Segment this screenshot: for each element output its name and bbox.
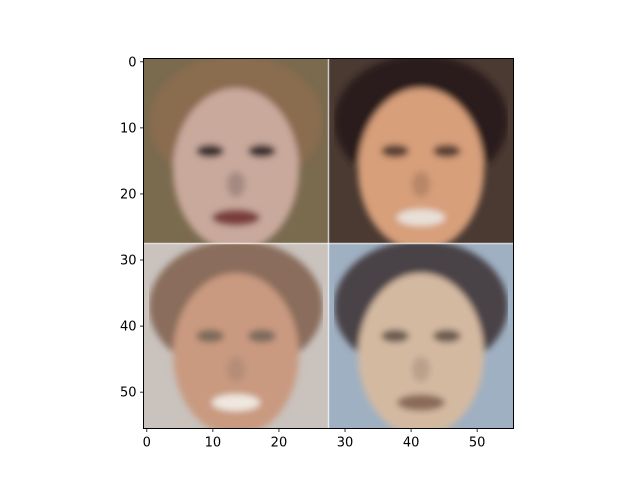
right-eye (433, 144, 461, 158)
y-tick-label: 0 (128, 55, 136, 70)
mouth (211, 394, 261, 411)
face-region (334, 243, 508, 429)
left-eye (196, 329, 224, 343)
nose-shadow (411, 356, 431, 383)
x-tick-label: 30 (337, 436, 354, 451)
nose-shadow (411, 171, 431, 198)
face-region (334, 58, 508, 244)
y-tick-label: 30 (120, 254, 137, 269)
x-tick-label: 20 (271, 436, 288, 451)
image-tile-4 (328, 243, 514, 429)
face-shape (173, 273, 299, 429)
x-axis-ticks: 0 10 20 30 40 50 (143, 428, 486, 451)
x-tick-label: 10 (205, 436, 222, 451)
image-tile-1 (143, 58, 329, 244)
y-tick-label: 40 (120, 320, 137, 335)
image-tile-3 (143, 243, 329, 429)
right-eye (248, 144, 276, 158)
nose-shadow (226, 356, 246, 383)
face-shape (358, 88, 484, 244)
left-eye (196, 144, 224, 158)
image-tile-2 (328, 58, 514, 244)
left-eye (381, 144, 409, 158)
face-region (149, 243, 323, 429)
y-tick-label: 50 (120, 386, 137, 401)
face-shape (358, 273, 484, 429)
y-tick-label: 10 (120, 121, 137, 136)
plot-frame (143, 58, 514, 429)
face-region (149, 58, 323, 244)
image-area (143, 58, 514, 429)
nose-shadow (226, 171, 246, 198)
mouth (211, 209, 261, 226)
right-eye (433, 329, 461, 343)
y-tick-label: 20 (120, 187, 137, 202)
x-tick-label: 40 (403, 436, 420, 451)
x-tick-label: 50 (469, 436, 486, 451)
axes-frame (143, 58, 514, 429)
left-eye (381, 329, 409, 343)
x-tick-label: 0 (143, 436, 151, 451)
mouth (396, 209, 446, 226)
face-shape (173, 88, 299, 244)
mouth (396, 394, 446, 411)
right-eye (248, 329, 276, 343)
y-axis-ticks: 0 10 20 30 40 50 (120, 55, 144, 401)
